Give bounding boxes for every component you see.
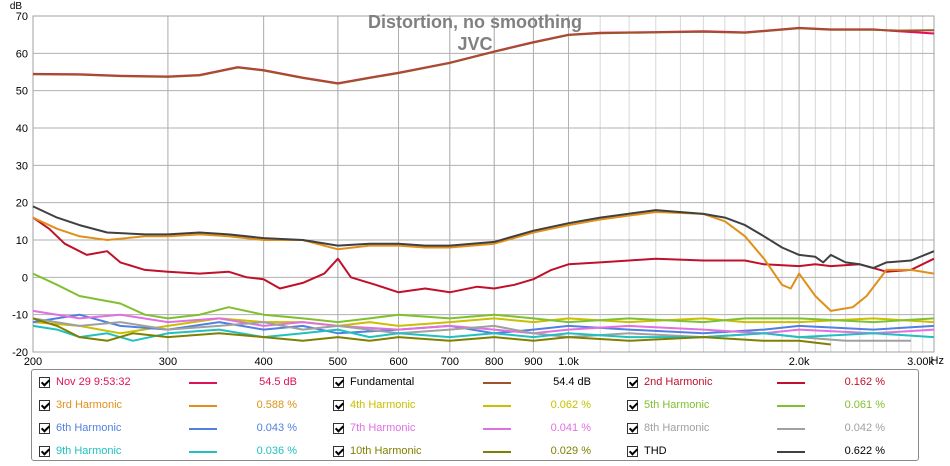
legend-color-swatch bbox=[777, 428, 805, 430]
legend-series-value: 0.062 % bbox=[550, 399, 591, 411]
legend-color-swatch bbox=[189, 405, 217, 407]
legend-item-2nd-harmonic: 2nd Harmonic 0.162 % bbox=[627, 372, 907, 394]
legend-series-name: 10th Harmonic bbox=[350, 445, 422, 457]
legend-series-value: 0.043 % bbox=[256, 422, 297, 434]
y-tick-label: -20 bbox=[12, 347, 28, 359]
x-tick-label: 300 bbox=[159, 356, 177, 368]
y-tick-label: 50 bbox=[16, 86, 28, 98]
x-tick-label: 400 bbox=[254, 356, 272, 368]
legend-color-swatch bbox=[777, 382, 805, 384]
legend-series-value: 0.588 % bbox=[256, 399, 297, 411]
legend-color-swatch bbox=[189, 451, 217, 453]
chart-subtitle: JVC bbox=[457, 34, 492, 54]
legend-item-5th-harmonic: 5th Harmonic 0.061 % bbox=[627, 395, 907, 417]
legend-series-value: 0.061 % bbox=[844, 399, 885, 411]
y-tick-label: 40 bbox=[16, 123, 28, 135]
y-tick-label: 20 bbox=[16, 198, 28, 210]
y-tick-label: 30 bbox=[16, 160, 28, 172]
y-tick-label: 10 bbox=[16, 235, 28, 247]
x-tick-label: 200 bbox=[24, 356, 42, 368]
legend-item-7th-harmonic: 7th Harmonic 0.041 % bbox=[333, 418, 613, 440]
plot-frame bbox=[32, 15, 935, 353]
chart-title: Distortion, no smoothing bbox=[368, 12, 582, 32]
legend-item-8th-harmonic: 8th Harmonic 0.042 % bbox=[627, 418, 907, 440]
legend-series-value: 0.162 % bbox=[844, 376, 885, 388]
legend-series-name: THD bbox=[644, 445, 667, 457]
legend-color-swatch bbox=[483, 451, 511, 453]
y-tick-label: 0 bbox=[22, 272, 28, 284]
distortion-chart: 200 300 400 500 600 700 800 900 1.0k 2.0k 3.00k-20… bbox=[10, 1, 944, 368]
x-tick-label: 900 bbox=[524, 356, 542, 368]
series-line-4th-harmonic bbox=[32, 317, 935, 335]
legend-color-swatch bbox=[483, 405, 511, 407]
legend-series-name: Nov 29 9:53:32 bbox=[56, 376, 131, 388]
legend-color-swatch bbox=[189, 428, 217, 430]
series-visibility-checkbox[interactable] bbox=[627, 377, 638, 388]
series-visibility-checkbox[interactable] bbox=[333, 423, 344, 434]
x-tick-label: 800 bbox=[485, 356, 503, 368]
legend-item-6th-harmonic: 6th Harmonic 0.043 % bbox=[39, 418, 319, 440]
series-visibility-checkbox[interactable] bbox=[627, 446, 638, 457]
legend-series-name: 6th Harmonic bbox=[56, 422, 122, 434]
tick-labels: 200 300 400 500 600 700 800 900 1.0k 2.0k 3.00k-20… bbox=[12, 11, 934, 368]
legend-series-value: 0.029 % bbox=[550, 445, 591, 457]
series-line-2nd-harmonic bbox=[32, 216, 935, 294]
y-tick-label: 60 bbox=[16, 48, 28, 60]
series-line-3rd-harmonic bbox=[32, 211, 935, 312]
x-tick-label: 3.00k bbox=[907, 356, 934, 368]
series-line-10th-harmonic bbox=[32, 317, 831, 346]
series-line-fundamental bbox=[32, 27, 935, 85]
legend-item-4th-harmonic: 4th Harmonic 0.062 % bbox=[333, 395, 613, 417]
legend-series-value: 0.622 % bbox=[844, 445, 885, 457]
legend-series-value: 54.5 dB bbox=[259, 376, 297, 388]
legend-color-swatch bbox=[189, 382, 217, 384]
legend-item-fundamental: Fundamental 54.4 dB bbox=[333, 372, 613, 394]
legend-series-name: 8th Harmonic bbox=[644, 422, 710, 434]
series-visibility-checkbox[interactable] bbox=[39, 377, 50, 388]
x-tick-label: 700 bbox=[441, 356, 459, 368]
legend-series-value: 54.4 dB bbox=[553, 376, 591, 388]
legend-series-name: 9th Harmonic bbox=[56, 445, 122, 457]
legend-color-swatch bbox=[483, 428, 511, 430]
series-lines bbox=[32, 26, 935, 346]
series-visibility-checkbox[interactable] bbox=[39, 446, 50, 457]
legend-color-swatch bbox=[777, 451, 805, 453]
y-tick-label: -10 bbox=[12, 310, 28, 322]
x-unit-label: Hz bbox=[931, 355, 944, 367]
series-line-5th-harmonic bbox=[32, 272, 935, 324]
x-tick-label: 2.0k bbox=[789, 356, 810, 368]
x-tick-label: 600 bbox=[389, 356, 407, 368]
series-visibility-checkbox[interactable] bbox=[39, 400, 50, 411]
series-visibility-checkbox[interactable] bbox=[39, 423, 50, 434]
series-visibility-checkbox[interactable] bbox=[627, 423, 638, 434]
legend-item-10th-harmonic: 10th Harmonic 0.029 % bbox=[333, 441, 613, 463]
x-tick-label: 500 bbox=[329, 356, 347, 368]
x-tick-label: 1.0k bbox=[558, 356, 579, 368]
legend-color-swatch bbox=[777, 405, 805, 407]
legend-item-3rd-harmonic: 3rd Harmonic 0.588 % bbox=[39, 395, 319, 417]
legend-series-value: 0.036 % bbox=[256, 445, 297, 457]
legend-color-swatch bbox=[483, 382, 511, 384]
legend-series-name: 7th Harmonic bbox=[350, 422, 416, 434]
series-visibility-checkbox[interactable] bbox=[333, 446, 344, 457]
series-visibility-checkbox[interactable] bbox=[627, 400, 638, 411]
legend-series-name: 3rd Harmonic bbox=[56, 399, 123, 411]
legend-series-name: 5th Harmonic bbox=[644, 399, 710, 411]
legend-series-value: 0.042 % bbox=[844, 422, 885, 434]
y-unit-label: dB bbox=[10, 1, 23, 12]
legend-series-name: 2nd Harmonic bbox=[644, 376, 713, 388]
legend-series-value: 0.041 % bbox=[550, 422, 591, 434]
series-visibility-checkbox[interactable] bbox=[333, 400, 344, 411]
legend-item-thd: THD 0.622 % bbox=[627, 441, 907, 463]
legend-item-nov-29-9-53-32: Nov 29 9:53:32 54.5 dB bbox=[39, 372, 319, 394]
legend-series-name: Fundamental bbox=[350, 376, 415, 388]
legend-series-name: 4th Harmonic bbox=[350, 399, 416, 411]
legend-item-9th-harmonic: 9th Harmonic 0.036 % bbox=[39, 441, 319, 463]
chart-grid bbox=[32, 15, 935, 353]
y-tick-label: 70 bbox=[16, 11, 28, 23]
series-visibility-checkbox[interactable] bbox=[333, 377, 344, 388]
legend-panel: Nov 29 9:53:32 54.5 dB Fundamental 54.4 dB 2… bbox=[31, 369, 919, 461]
series-line-thd bbox=[32, 205, 935, 269]
